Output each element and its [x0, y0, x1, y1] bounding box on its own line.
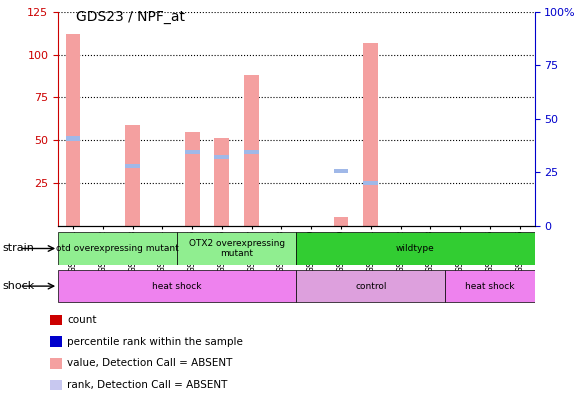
- Bar: [363, 181, 378, 185]
- Bar: [333, 169, 349, 173]
- Bar: [445, 270, 535, 302]
- Bar: [214, 155, 229, 160]
- Bar: [125, 164, 140, 168]
- Bar: [66, 136, 80, 141]
- Bar: [58, 232, 177, 265]
- Bar: [50, 358, 62, 369]
- Text: otd overexpressing mutant: otd overexpressing mutant: [56, 244, 179, 253]
- Bar: [296, 232, 535, 265]
- Bar: [50, 314, 62, 325]
- Bar: [66, 34, 80, 226]
- Bar: [50, 380, 62, 390]
- Text: heat shock: heat shock: [465, 282, 515, 291]
- Bar: [185, 131, 199, 226]
- Text: wildtype: wildtype: [396, 244, 435, 253]
- Bar: [333, 217, 349, 226]
- Text: heat shock: heat shock: [152, 282, 202, 291]
- Bar: [244, 75, 259, 226]
- Text: strain: strain: [3, 244, 35, 253]
- Text: OTX2 overexpressing
mutant: OTX2 overexpressing mutant: [189, 239, 285, 258]
- Bar: [125, 125, 140, 226]
- Bar: [177, 232, 296, 265]
- Text: count: count: [67, 315, 97, 325]
- Text: rank, Detection Call = ABSENT: rank, Detection Call = ABSENT: [67, 380, 228, 390]
- Text: GDS23 / NPF_at: GDS23 / NPF_at: [76, 10, 185, 24]
- Text: shock: shock: [3, 281, 35, 291]
- Text: percentile rank within the sample: percentile rank within the sample: [67, 337, 243, 346]
- Bar: [50, 336, 62, 347]
- Text: value, Detection Call = ABSENT: value, Detection Call = ABSENT: [67, 358, 233, 368]
- Bar: [244, 150, 259, 154]
- Bar: [296, 270, 445, 302]
- Bar: [214, 139, 229, 226]
- Text: control: control: [355, 282, 386, 291]
- Bar: [363, 43, 378, 226]
- Bar: [185, 150, 199, 154]
- Bar: [58, 270, 296, 302]
